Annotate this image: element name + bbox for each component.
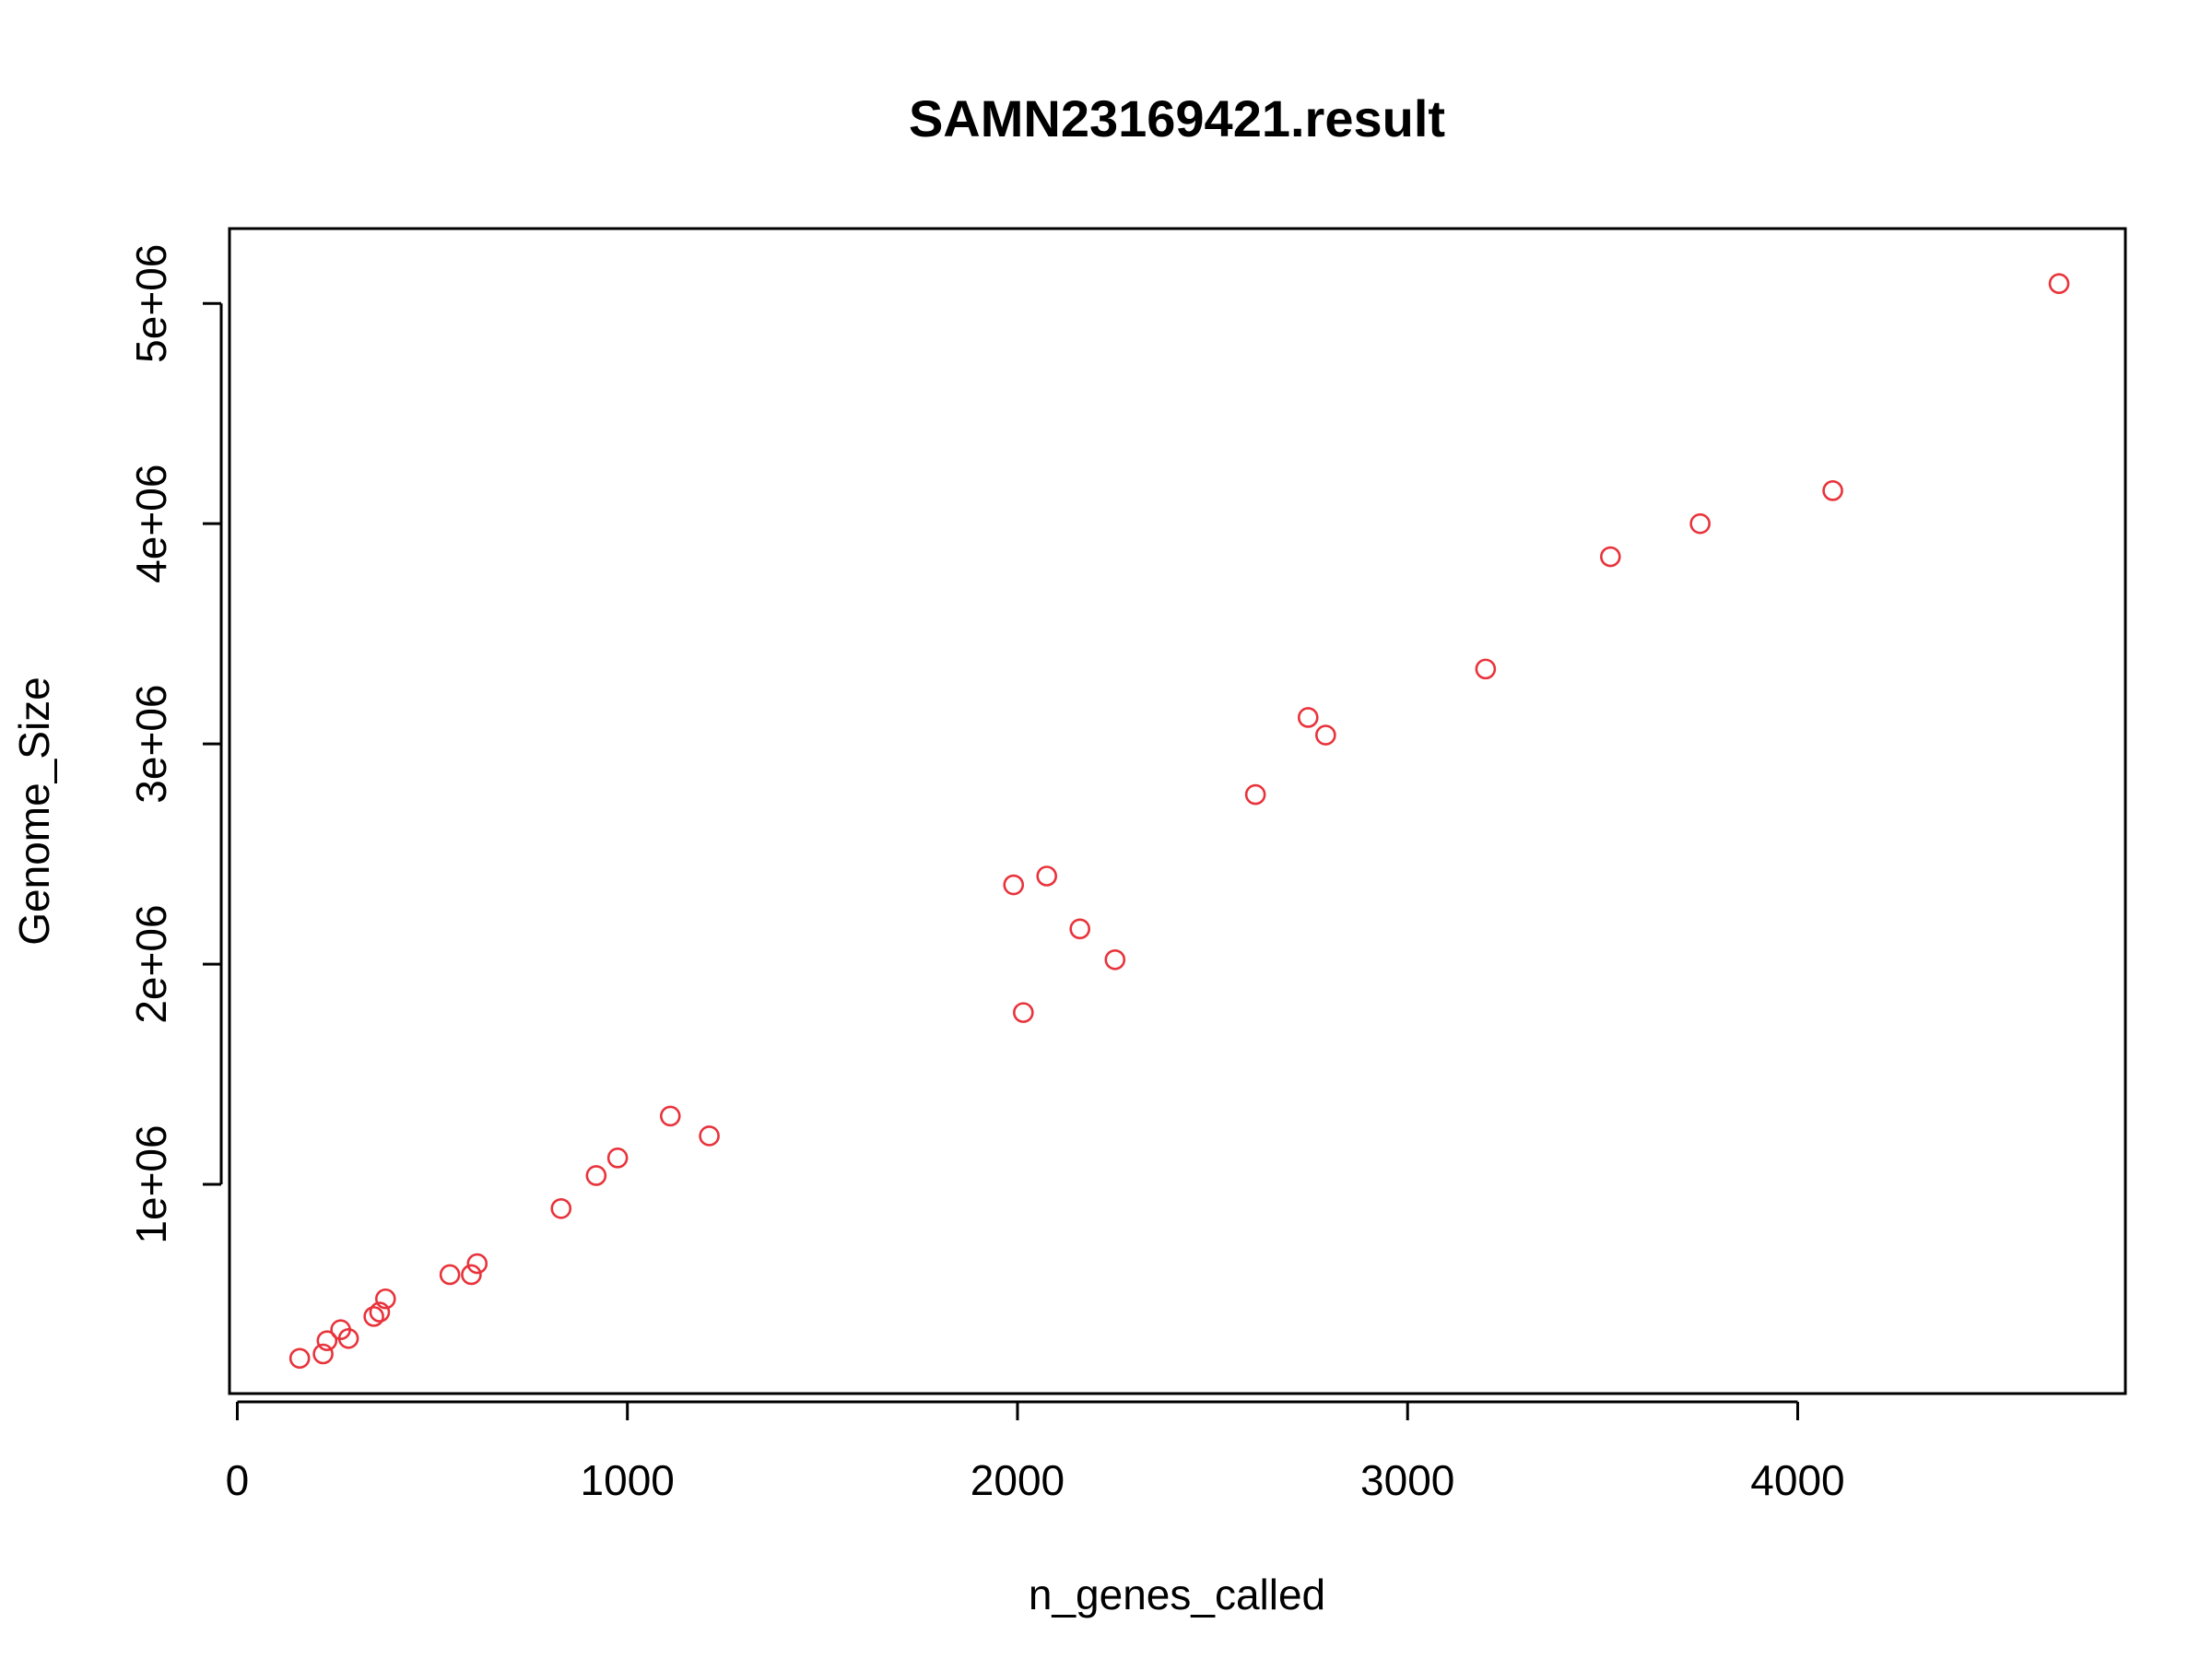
x-tick-label: 1000 [581, 1456, 675, 1504]
x-tick-label: 3000 [1360, 1456, 1454, 1504]
data-point [288, 1347, 311, 1370]
x-tick-label: 0 [226, 1456, 250, 1504]
y-axis-label: Genome_Size [10, 677, 58, 946]
data-point [585, 1165, 607, 1186]
data-point [1244, 783, 1266, 806]
chart-title: SAMN23169421.result [909, 89, 1445, 147]
plot-frame [228, 227, 2127, 1395]
data-point [550, 1197, 572, 1219]
x-axis: 0 1000 2000 3000 4000 [226, 1400, 1845, 1504]
data-points [288, 273, 2070, 1370]
data-point [1689, 512, 1711, 535]
data-point [439, 1264, 461, 1286]
data-point [1069, 918, 1090, 940]
x-axis-label: n_genes_called [1029, 1571, 1325, 1618]
y-tick-label: 1e+06 [127, 1124, 175, 1243]
y-tick-label: 3e+06 [127, 685, 175, 804]
data-point [659, 1105, 681, 1127]
y-tick-label: 2e+06 [127, 904, 175, 1023]
y-axis: 1e+06 2e+06 3e+06 4e+06 5e+06 [127, 244, 223, 1244]
data-point [1036, 865, 1058, 887]
data-point [363, 1306, 384, 1327]
y-tick-label: 5e+06 [127, 244, 175, 363]
data-point [369, 1301, 391, 1323]
data-point [312, 1343, 334, 1365]
data-point [1600, 546, 1621, 568]
x-tick-label: 2000 [971, 1456, 1065, 1504]
data-point [1003, 874, 1025, 896]
data-point [316, 1330, 338, 1351]
data-point [2048, 273, 2070, 295]
data-point [1013, 1002, 1034, 1023]
data-point [337, 1327, 359, 1349]
data-point [1822, 480, 1843, 501]
data-point [1104, 948, 1126, 971]
data-point [375, 1288, 396, 1310]
data-point [1475, 658, 1497, 680]
data-point [606, 1147, 629, 1169]
y-tick-label: 4e+06 [127, 465, 175, 583]
data-point [466, 1253, 488, 1275]
data-point [699, 1125, 720, 1147]
data-point [461, 1264, 482, 1286]
x-tick-label: 4000 [1750, 1456, 1844, 1504]
data-point [1315, 724, 1336, 746]
data-point [1297, 707, 1319, 728]
